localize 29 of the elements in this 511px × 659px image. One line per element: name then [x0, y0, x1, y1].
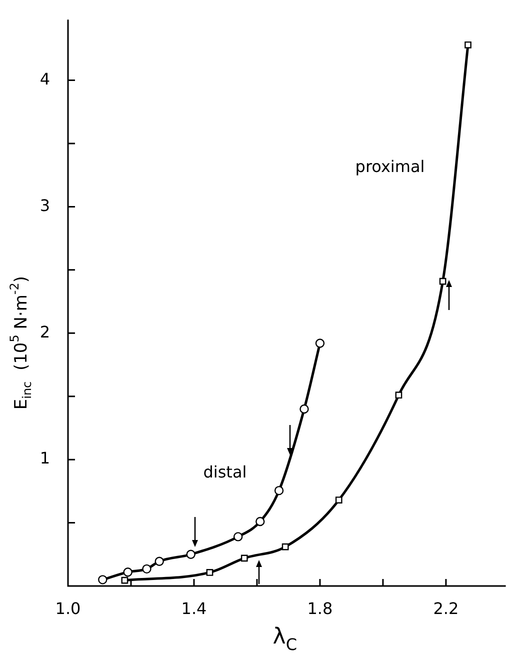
series-label: distal [203, 462, 247, 482]
point [98, 575, 108, 584]
point [439, 278, 446, 285]
point [315, 338, 325, 348]
x-tick-label: 1.0 [55, 598, 81, 618]
point [240, 554, 248, 562]
point [395, 392, 402, 399]
point [256, 516, 265, 526]
x-tick-label: 1.4 [181, 598, 207, 618]
series-label: proximal [355, 157, 425, 176]
y-tick-label: 3 [40, 196, 50, 215]
point [464, 41, 472, 48]
point [282, 543, 289, 550]
y-axis-title: Einc (105 N·m-2) [7, 276, 34, 410]
x-tick-label: 2.2 [433, 598, 459, 618]
point [121, 576, 128, 584]
point [142, 564, 152, 574]
y-tick-label: 4 [40, 69, 50, 88]
point [123, 567, 132, 577]
y-tick-label: 2 [40, 322, 50, 342]
point [186, 550, 196, 559]
point [154, 556, 164, 566]
point [206, 569, 214, 576]
point [274, 486, 284, 496]
point [233, 532, 243, 542]
point [335, 496, 342, 504]
y-tick-label: 1 [40, 448, 50, 468]
point [300, 404, 309, 414]
x-tick-label: 1.8 [307, 598, 333, 618]
